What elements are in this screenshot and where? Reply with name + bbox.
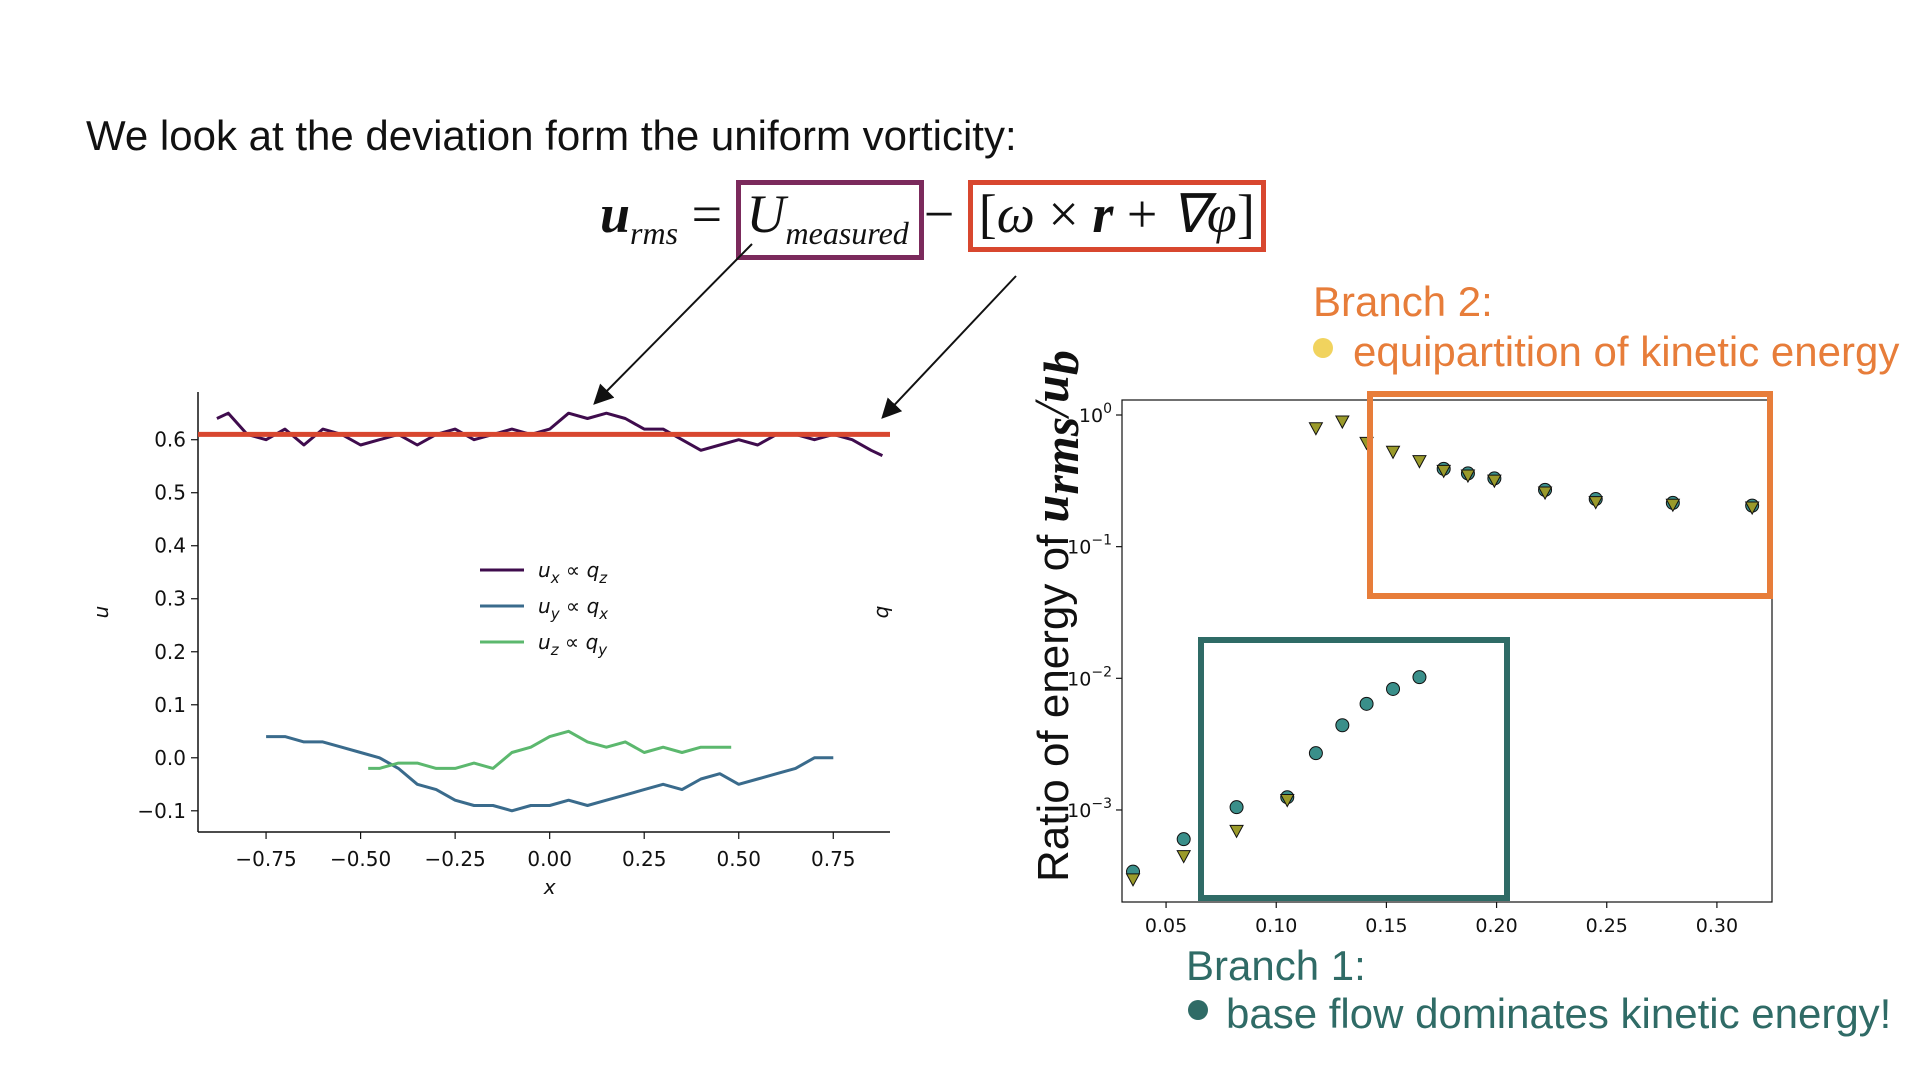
x-tick-label: −0.25 xyxy=(424,847,485,871)
eq-r: r xyxy=(1092,184,1114,244)
ratio-ylabel-slash: / xyxy=(1023,402,1079,417)
ratio-ylabel-num: u xyxy=(1023,494,1079,523)
scatter-point-circle xyxy=(1359,696,1374,711)
ratio-ylabel: Ratio of energy of urms/ub xyxy=(1022,350,1090,882)
scatter-point-circle xyxy=(1176,832,1191,847)
scatter-point-triangle xyxy=(1588,496,1604,510)
x-tick-label: 0.05 xyxy=(1145,915,1187,937)
scatter-point-circle xyxy=(1308,746,1323,761)
branch1-bullet-icon xyxy=(1188,1000,1208,1020)
eq-minus: − xyxy=(923,184,955,244)
branch2-bullet-icon xyxy=(1313,338,1333,358)
eq-measured-sub: measured xyxy=(785,214,909,251)
y-tick-label: 0.5 xyxy=(154,481,186,505)
velocity-profile-chart: −0.1 0.0 0.1 0.2 0.3 0.4 0.5 0.6 −0.75 −0.50 −0.25… xyxy=(89,392,893,899)
energy-ratio-chart: 100 10−1 10−2 10−3 0.05 0.10 0.15 0.20 0.25 0.30 xyxy=(1067,391,1773,937)
x-tick-label: 0.50 xyxy=(716,847,761,871)
ratio-ylabel-den-sub: b xyxy=(1032,350,1089,376)
y-tick-label: 0.3 xyxy=(154,587,186,611)
eq-omega: ω xyxy=(996,184,1035,244)
right-axis-label: q xyxy=(869,606,893,619)
scatter-point-triangle xyxy=(1744,501,1760,516)
y-tick-label: 0.6 xyxy=(154,428,186,452)
measured-box: Umeasured xyxy=(735,180,924,260)
y-tick-label: 0.0 xyxy=(154,746,186,770)
y-tick-label: 10−2 xyxy=(1067,664,1112,690)
scatter-point-triangle xyxy=(1229,824,1244,839)
branch2-highlight-box xyxy=(1367,391,1773,599)
scatter-point-triangle xyxy=(1308,422,1324,436)
x-axis-label: x xyxy=(543,875,556,899)
eq-lhs: u xyxy=(600,184,631,244)
legend-entry: uz ∝ qy xyxy=(538,630,608,659)
x-tick-label: −0.50 xyxy=(330,847,391,871)
y-tick-label: 0.1 xyxy=(154,693,186,717)
series-line-y xyxy=(266,735,834,813)
arrow-base xyxy=(881,275,1017,419)
x-tick-label: 0.25 xyxy=(622,847,667,871)
legend-entry: uy ∝ qx xyxy=(538,594,608,623)
scatter-point-triangle xyxy=(1460,469,1476,484)
series-line-z xyxy=(368,729,732,770)
x-tick-label: 0.25 xyxy=(1586,915,1628,937)
scatter-point-triangle xyxy=(1436,464,1452,479)
y-tick-label: 100 xyxy=(1079,401,1112,427)
x-tick-label: −0.75 xyxy=(235,847,296,871)
ratio-ylabel-prefix: Ratio of energy of xyxy=(1029,522,1078,882)
y-tick-label: 0.2 xyxy=(154,640,186,664)
x-tick-label: 0.10 xyxy=(1255,915,1297,937)
x-tick-label: 0.15 xyxy=(1365,915,1407,937)
eq-grad: ∇φ xyxy=(1170,184,1237,244)
ratio-ylabel-num-sub: rms xyxy=(1032,416,1089,495)
equation: urms = Umeasured − [ω × r + ∇φ] xyxy=(600,180,1266,260)
scatter-point-triangle xyxy=(1537,486,1553,501)
eq-plus: + xyxy=(1126,184,1158,244)
scatter-point-triangle xyxy=(1385,445,1401,460)
y-tick-label: 10−3 xyxy=(1067,796,1112,822)
x-tick-label: 0.20 xyxy=(1475,915,1517,937)
eq-measured: U xyxy=(746,184,786,244)
y-axis-label: u xyxy=(89,606,113,619)
base-flow-box: [ω × r + ∇φ] xyxy=(967,180,1266,252)
scatter-point-circle xyxy=(1412,670,1427,685)
scatter-point-triangle xyxy=(1176,850,1192,864)
scatter-point-triangle xyxy=(1412,455,1427,469)
branch2-title: Branch 2: xyxy=(1313,278,1493,325)
branch1-text: base flow dominates kinetic energy! xyxy=(1226,990,1892,1037)
scatter-point-triangle xyxy=(1665,498,1681,513)
scatter-point-circle xyxy=(1386,681,1401,696)
x-tick-label: 0.30 xyxy=(1696,915,1738,937)
branch1-title: Branch 1: xyxy=(1186,942,1366,989)
y-tick-label: 10−1 xyxy=(1067,533,1112,559)
branch2-text: equipartition of kinetic energy xyxy=(1353,328,1900,375)
eq-equals: = xyxy=(691,184,723,244)
x-tick-label: 0.75 xyxy=(811,847,856,871)
intro-text: We look at the deviation form the unifor… xyxy=(86,112,1017,159)
scatter-point-triangle xyxy=(1487,474,1502,489)
scatter-point-circle xyxy=(1229,800,1244,815)
arrow-measured xyxy=(593,243,753,405)
eq-lhs-sub: rms xyxy=(630,214,679,251)
scatter-point-circle xyxy=(1335,718,1350,733)
branch1-highlight-box xyxy=(1198,637,1510,901)
scatter-point-triangle xyxy=(1279,794,1295,808)
scatter-point-triangle xyxy=(1125,873,1141,887)
ratio-ylabel-den: u xyxy=(1023,375,1079,403)
scatter-point-triangle xyxy=(1334,415,1350,430)
eq-bracket-open: [ xyxy=(978,184,997,244)
y-tick-label: 0.4 xyxy=(154,534,186,558)
legend-entry: ux ∝ qz xyxy=(538,558,608,587)
y-tick-label: −0.1 xyxy=(137,799,186,823)
plot-frame xyxy=(1121,399,1773,903)
eq-times: × xyxy=(1048,184,1079,244)
x-tick-label: 0.00 xyxy=(527,847,572,871)
eq-bracket-close: ] xyxy=(1236,184,1255,244)
